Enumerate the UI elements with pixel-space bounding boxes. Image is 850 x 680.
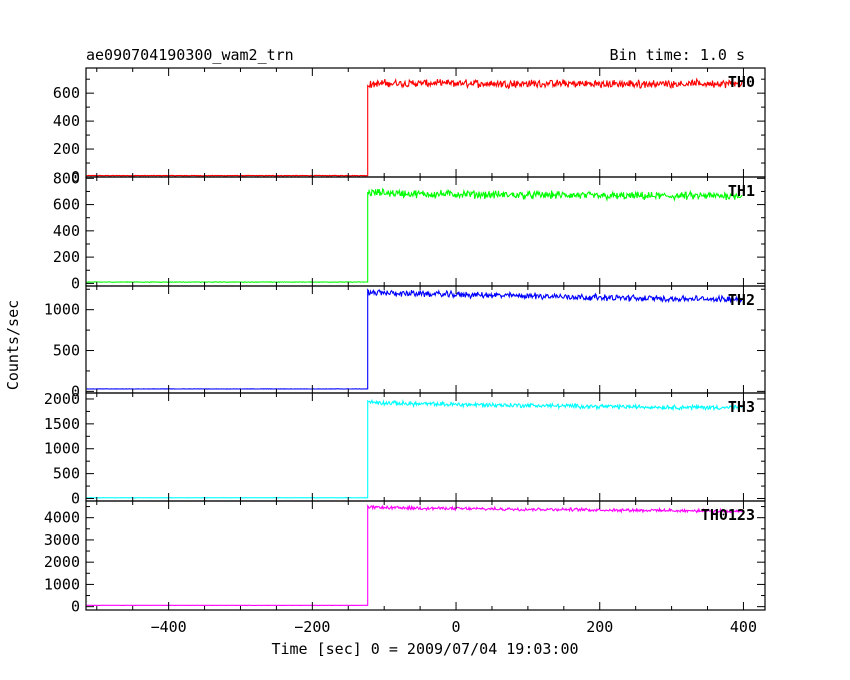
y-tick-label: 0 <box>71 168 80 186</box>
y-tick-label: 0 <box>71 274 80 292</box>
y-tick-label: 200 <box>53 248 80 266</box>
panel-th1: 0 200 400 600 800 TH1 <box>53 169 766 292</box>
y-tick-label: 800 <box>53 169 80 187</box>
panel-label: TH1 <box>728 182 755 200</box>
y-tick-label: 600 <box>53 196 80 214</box>
panel-th0: 0 200 400 600 TH0 <box>53 67 766 186</box>
y-tick-label: 3000 <box>44 531 80 549</box>
y-axis-label: Counts/sec <box>4 300 22 390</box>
y-tick-label: 1500 <box>44 415 80 433</box>
y-tick-label: 1000 <box>44 440 80 458</box>
x-tick-label: 200 <box>586 618 613 636</box>
y-tick-label: 0 <box>71 382 80 400</box>
x-tick-label: 400 <box>730 618 757 636</box>
x-axis-label: Time [sec] 0 = 2009/07/04 19:03:00 <box>271 640 578 658</box>
x-tick-label: −200 <box>294 618 330 636</box>
y-tick-label: 200 <box>53 140 80 158</box>
y-tick-label: 600 <box>53 84 80 102</box>
panel-th0123: 0 1000 2000 3000 4000 TH0123 <box>44 500 766 616</box>
x-tick-label: 0 <box>452 618 461 636</box>
series-line-th0 <box>86 77 743 177</box>
panel-label: TH0123 <box>701 506 755 524</box>
panels-group: 0 200 400 600 TH0 0 200 400 600 800 TH1 0 500 1000 TH2… <box>44 67 766 636</box>
panel-label: TH2 <box>728 291 755 309</box>
y-tick-label: 0 <box>71 598 80 616</box>
panel-label: TH3 <box>728 398 755 416</box>
y-tick-label: 500 <box>53 465 80 483</box>
panel-label: TH0 <box>728 73 755 91</box>
x-tick-label: −400 <box>151 618 187 636</box>
series-line-th1 <box>86 187 743 283</box>
panel-frame <box>85 285 766 394</box>
y-tick-label: 400 <box>53 112 80 130</box>
panel-th3: 0 500 1000 1500 2000 TH3 <box>44 390 766 508</box>
y-tick-label: 2000 <box>44 390 80 408</box>
y-tick-label: 500 <box>53 342 80 360</box>
panel-th2: 0 500 1000 TH2 <box>44 285 766 400</box>
y-tick-label: 2000 <box>44 553 80 571</box>
y-tick-label: 1000 <box>44 301 80 319</box>
bin-time-label: Bin time: 1.0 s <box>610 46 745 64</box>
series-line-th3 <box>86 398 743 499</box>
series-line-th0123 <box>86 504 743 606</box>
chart-title: ae090704190300_wam2_trn <box>86 46 294 64</box>
y-tick-label: 1000 <box>44 575 80 593</box>
y-tick-label: 4000 <box>44 509 80 527</box>
y-tick-label: 0 <box>71 490 80 508</box>
panel-frame <box>85 176 766 287</box>
series-line-th2 <box>86 288 743 390</box>
panel-frame <box>85 500 766 611</box>
y-tick-label: 400 <box>53 222 80 240</box>
